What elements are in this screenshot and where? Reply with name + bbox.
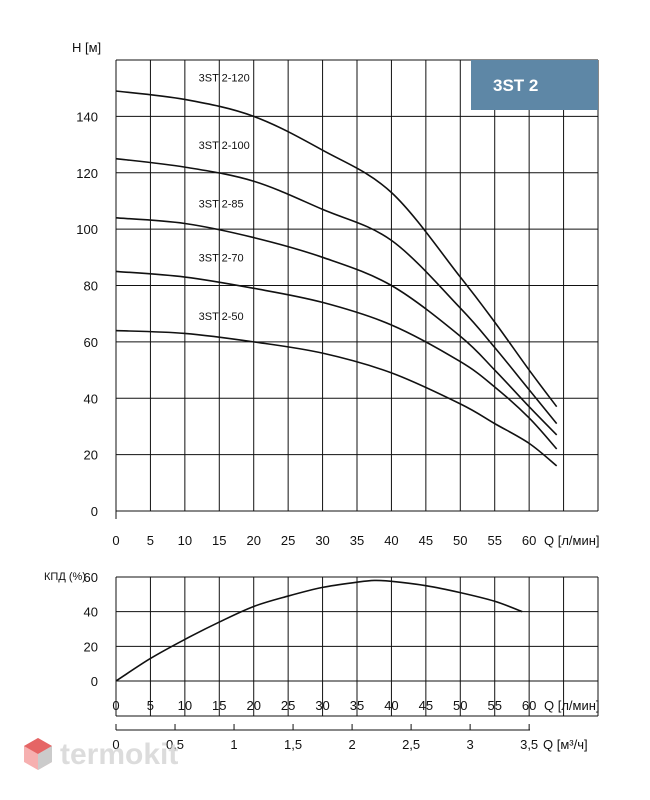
- x-tick-label: 40: [384, 533, 398, 548]
- y-tick-label: 40: [84, 605, 98, 620]
- series-label: 3ST 2-100: [199, 140, 250, 152]
- efficiency-axis-label: КПД (%): [44, 571, 86, 583]
- efficiency-curve: [115, 579, 523, 682]
- x-tick-label: 10: [178, 698, 192, 713]
- x2-tick-label: 1: [230, 737, 237, 752]
- x-tick-label: 50: [453, 698, 467, 713]
- head-curve-3: [115, 217, 558, 436]
- head-curve-1: [115, 90, 558, 408]
- series-badge: [471, 60, 598, 110]
- x-tick-label: 10: [178, 533, 192, 548]
- flow-m3h-axis-label: Q [м³/ч]: [543, 737, 588, 752]
- head-axis-label: H [м]: [72, 40, 101, 55]
- x2-tick-label: 3,5: [520, 737, 538, 752]
- cube-logo-side: [38, 746, 52, 770]
- y-tick-label: 0: [91, 674, 98, 689]
- flow-axis-label: Q [л/мин]: [544, 533, 600, 548]
- y-tick-label: 60: [84, 335, 98, 350]
- x2-tick-label: 2,5: [402, 737, 420, 752]
- x2-tick-label: 2: [348, 737, 355, 752]
- series-badge-label: 3ST 2: [493, 76, 538, 95]
- x-tick-label: 5: [147, 698, 154, 713]
- y-tick-label: 140: [76, 109, 98, 124]
- x2-tick-label: 0,5: [166, 737, 184, 752]
- x-tick-label: 15: [212, 698, 226, 713]
- x2-tick-label: 0: [112, 737, 119, 752]
- series-label: 3ST 2-70: [199, 252, 244, 264]
- x-tick-label: 0: [112, 533, 119, 548]
- y-tick-label: 80: [84, 279, 98, 294]
- x-tick-label: 35: [350, 698, 364, 713]
- x2-tick-label: 3: [467, 737, 474, 752]
- head-curve-2: [115, 157, 558, 425]
- y-tick-label: 120: [76, 166, 98, 181]
- efficiency-flow-axis-label: Q [л/мин]: [544, 698, 600, 713]
- watermark-text: termokit: [60, 738, 178, 771]
- series-label: 3ST 2-50: [199, 311, 244, 323]
- series-label: 3ST 2-85: [199, 199, 244, 211]
- x-tick-label: 20: [246, 698, 260, 713]
- x-tick-label: 30: [315, 533, 329, 548]
- x-tick-label: 45: [419, 533, 433, 548]
- x-tick-label: 25: [281, 698, 295, 713]
- head-chart: 3ST 2-120 3ST 2-100 3ST 2-85 3ST 2-70 3ST 2-…: [72, 40, 600, 548]
- x-tick-label: 55: [487, 533, 501, 548]
- x-tick-label: 55: [487, 698, 501, 713]
- x-tick-label: 60: [522, 698, 536, 713]
- x-tick-label: 0: [112, 698, 119, 713]
- x-tick-label: 60: [522, 533, 536, 548]
- x-tick-label: 20: [246, 533, 260, 548]
- y-tick-label: 0: [91, 504, 98, 519]
- x-tick-label: 50: [453, 533, 467, 548]
- y-tick-label: 20: [84, 448, 98, 463]
- x-tick-label: 5: [147, 533, 154, 548]
- y-tick-label: 20: [84, 639, 98, 654]
- x-tick-label: 15: [212, 533, 226, 548]
- x-tick-label: 35: [350, 533, 364, 548]
- y-tick-label: 100: [76, 222, 98, 237]
- head-curve-4: [115, 270, 558, 450]
- y-tick-label: 60: [84, 570, 98, 585]
- watermark: termokit: [24, 738, 178, 771]
- efficiency-chart: 0 20 40 60 0 5 10 15 20 25 30 35 40 45 50 55 60 0 0,5 1 1,5…: [44, 570, 600, 752]
- x-tick-label: 40: [384, 698, 398, 713]
- series-label: 3ST 2-120: [199, 72, 250, 84]
- x2-tick-label: 1,5: [284, 737, 302, 752]
- y-tick-label: 40: [84, 391, 98, 406]
- x-tick-label: 45: [419, 698, 433, 713]
- head-curve-5: [115, 329, 558, 467]
- x-tick-label: 30: [315, 698, 329, 713]
- x-tick-label: 25: [281, 533, 295, 548]
